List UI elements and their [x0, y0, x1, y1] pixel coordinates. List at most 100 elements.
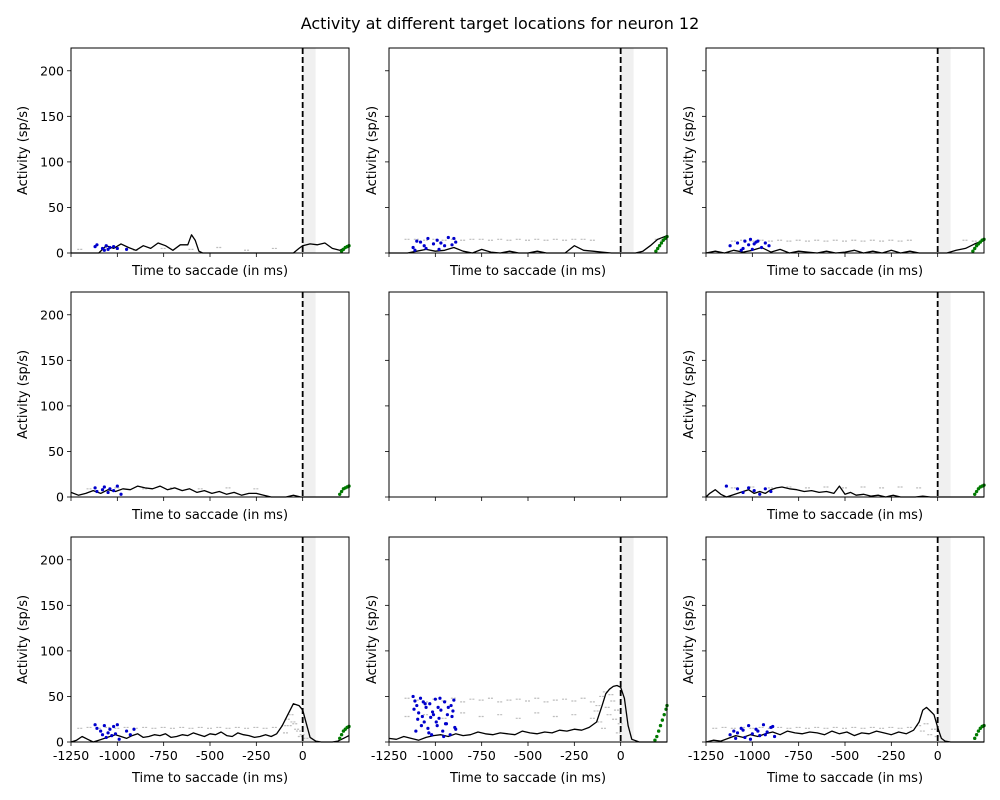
x-axis-label: Time to saccade (in ms): [766, 508, 923, 523]
cue-point: [452, 236, 456, 241]
cue-point: [132, 727, 136, 731]
cue-point: [413, 248, 417, 252]
cue-point: [424, 246, 428, 251]
cue-point: [128, 733, 132, 737]
y-axis-label: Activity (sp/s): [16, 350, 31, 439]
cue-point: [735, 487, 740, 491]
cue-point: [115, 723, 119, 727]
cue-point: [106, 731, 110, 735]
x-axis-label: Time to saccade (in ms): [766, 264, 923, 279]
cue-point: [93, 723, 97, 727]
panel-middle-left: 0 50 100 150 200 Time to saccade (in ms) Activ…: [16, 291, 351, 523]
panel-top-right: Time to saccade (in ms) Activity (sp/s): [682, 47, 986, 279]
y-axis-label: Activity (sp/s): [682, 106, 697, 195]
panel-top-left: 0 50 100 150 200 Time to saccade (in ms) Activ…: [16, 47, 351, 279]
cue-point: [451, 709, 455, 713]
y-axis-label: Activity (sp/s): [682, 595, 697, 684]
cue-point: [99, 729, 103, 733]
y-tick-label: 100: [40, 398, 64, 413]
cue-point: [747, 486, 751, 490]
cue-point: [104, 244, 108, 248]
end-point: [976, 729, 981, 733]
x-axis-label: Time to saccade (in ms): [449, 264, 606, 279]
cue-point: [418, 696, 423, 700]
cue-point: [748, 737, 753, 741]
cue-point: [739, 248, 743, 252]
cue-point: [454, 240, 458, 244]
cue-point: [115, 484, 119, 488]
axes-frame: [388, 291, 668, 498]
x-tick-label: -1250: [53, 748, 89, 763]
y-tick-label: 0: [56, 490, 64, 505]
cue-point: [431, 713, 436, 717]
end-point: [974, 733, 979, 737]
cue-point: [445, 713, 449, 717]
x-tick-label: 0: [299, 748, 307, 763]
cue-point: [750, 247, 754, 251]
cue-point: [743, 735, 747, 740]
y-tick-label: 200: [40, 63, 64, 78]
x-tick-label: -500: [831, 748, 859, 763]
cue-point: [769, 489, 773, 494]
cue-point: [427, 731, 431, 735]
end-point: [338, 492, 342, 496]
end-point: [655, 734, 659, 739]
y-tick-label: 50: [48, 444, 64, 459]
cue-point: [752, 489, 756, 493]
shaded-region: [937, 537, 951, 742]
x-tick-label: -1250: [371, 748, 407, 763]
cue-point: [748, 237, 753, 241]
cue-point: [418, 240, 423, 244]
cue-point: [430, 710, 435, 714]
x-tick-label: -1000: [417, 748, 453, 763]
x-axis-label: Time to saccade (in ms): [449, 771, 606, 786]
cue-point: [439, 241, 443, 245]
cue-point: [453, 725, 457, 730]
cue-point: [426, 726, 430, 730]
cue-point: [119, 492, 123, 496]
cue-point: [443, 244, 447, 248]
y-tick-label: 200: [40, 552, 64, 567]
end-point: [659, 241, 664, 245]
end-point: [657, 244, 662, 248]
cue-point: [450, 243, 454, 247]
shaded-region: [937, 48, 951, 253]
x-tick-label: -750: [467, 748, 495, 763]
figure-title: Activity at different target locations f…: [301, 14, 700, 33]
x-tick-label: -750: [149, 748, 177, 763]
cue-point: [125, 729, 129, 733]
shaded-region: [937, 292, 951, 497]
x-tick-label: -750: [784, 748, 812, 763]
cue-point: [450, 714, 454, 719]
y-axis-label: Activity (sp/s): [16, 106, 31, 195]
y-tick-label: 0: [56, 735, 64, 750]
end-point: [658, 723, 663, 728]
cue-point: [115, 246, 119, 251]
cue-point: [426, 236, 430, 241]
cue-point: [106, 490, 110, 495]
cue-point: [112, 245, 116, 249]
cue-point: [735, 241, 740, 245]
panel-top-middle: Time to saccade (in ms) Activity (sp/s): [365, 47, 669, 279]
y-tick-label: 0: [56, 246, 64, 261]
cue-point: [448, 733, 452, 737]
cue-point: [750, 732, 754, 736]
x-tick-label: 0: [934, 748, 942, 763]
cue-point: [741, 490, 745, 495]
cue-point: [112, 724, 116, 729]
cue-point: [421, 700, 425, 704]
cue-point: [772, 734, 777, 739]
cue-point: [102, 724, 106, 728]
cue-point: [765, 730, 769, 734]
shaded-region: [302, 537, 316, 742]
shaded-region: [302, 48, 316, 253]
cue-point: [435, 238, 439, 242]
end-point: [973, 736, 977, 741]
x-tick-label: 0: [617, 748, 625, 763]
cue-point: [728, 733, 732, 737]
cue-point: [95, 726, 99, 730]
end-point: [338, 736, 342, 741]
cue-point: [743, 239, 747, 243]
y-tick-label: 50: [48, 200, 64, 215]
